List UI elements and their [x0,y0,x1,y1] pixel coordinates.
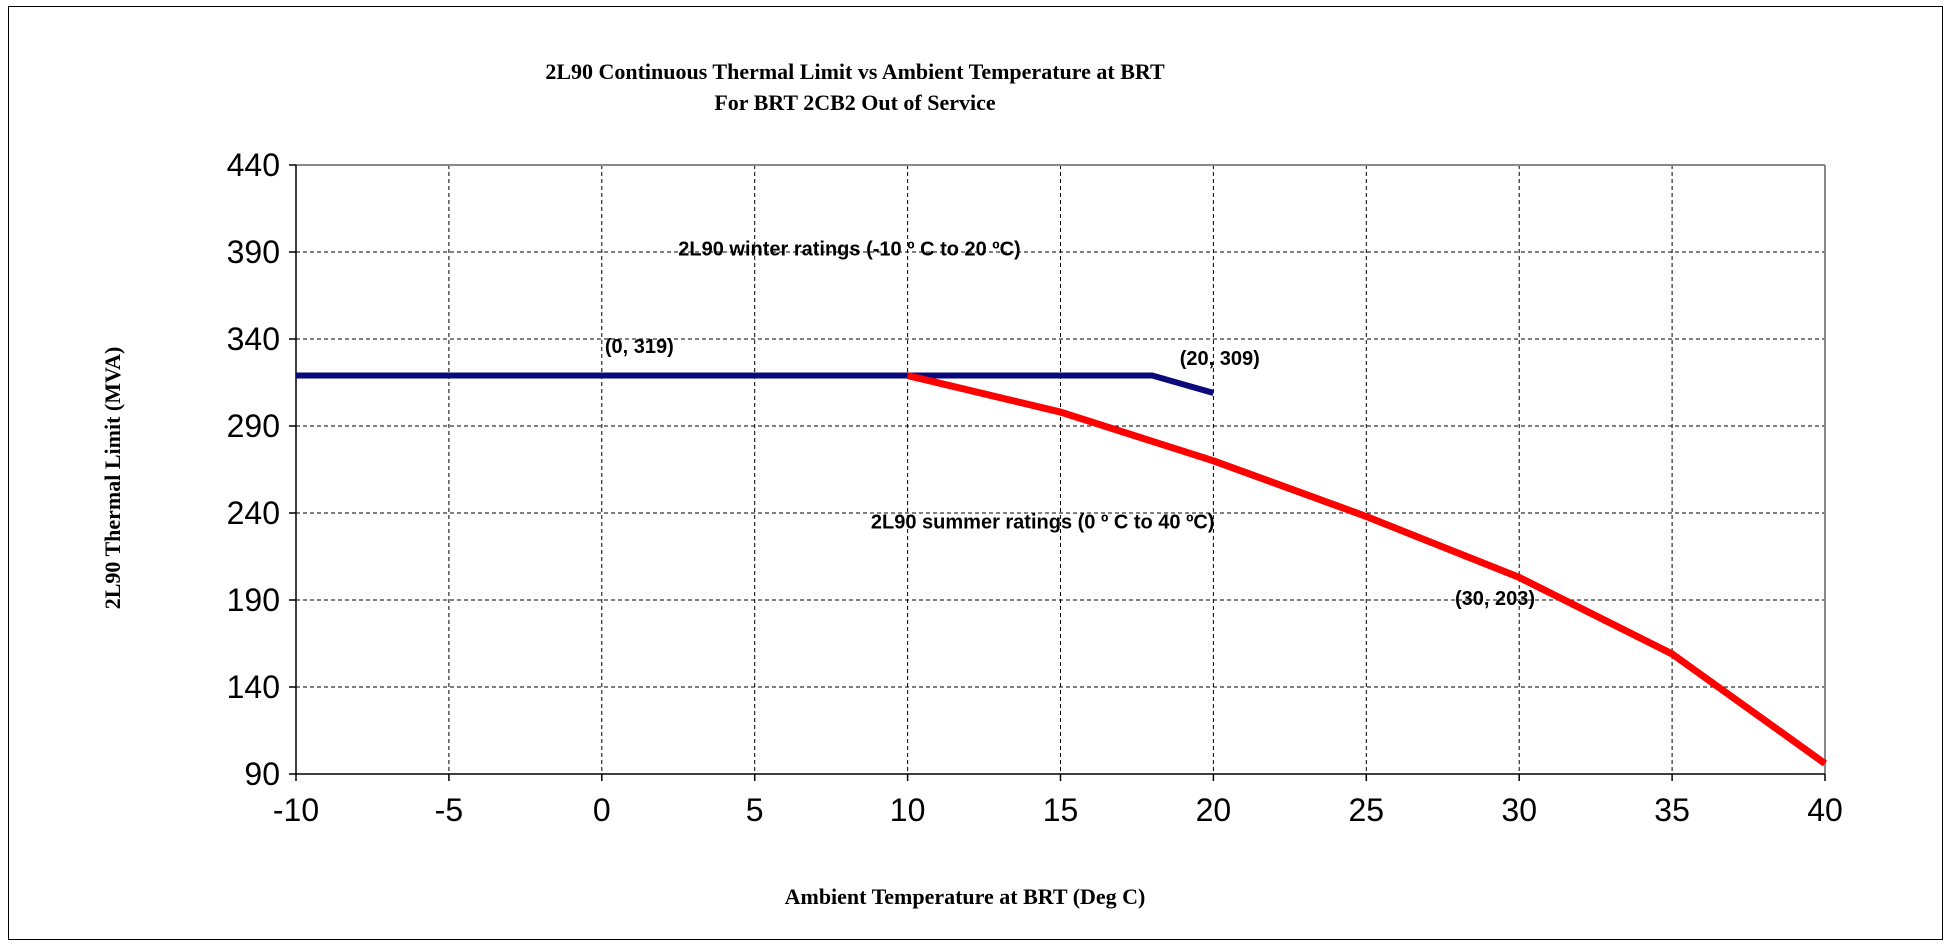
x-tick-label: 10 [890,792,926,828]
y-tick-label: 290 [227,408,280,444]
x-tick-label: 5 [746,792,764,828]
x-tick-label: 30 [1501,792,1537,828]
x-tick-labels: -10 -5 0 5 10 15 20 25 30 35 40 [273,792,1843,828]
x-axis-label: Ambient Temperature at BRT (Deg C) [785,884,1146,909]
x-tick-label: 40 [1807,792,1843,828]
annotation-label: (30, 203) [1455,588,1535,610]
x-tick-label: -10 [273,792,319,828]
x-tick-label: 20 [1196,792,1232,828]
annotation-label: (0, 319) [605,336,674,358]
y-tick-label: 240 [227,495,280,531]
chart-frame [8,6,1943,940]
annotation-label: 2L90 winter ratings (-10 º C to 20 ºC) [678,238,1020,260]
grid-lines [296,165,1825,774]
y-tick-label: 340 [227,321,280,357]
annotation-label: (20, 309) [1180,348,1260,370]
x-tick-label: 25 [1349,792,1385,828]
y-tick-label: 390 [227,234,280,270]
x-tick-label: 0 [593,792,611,828]
y-tick-labels: 90 140 190 240 290 340 390 440 [227,147,280,792]
y-tick-label: 140 [227,669,280,705]
annotations: 2L90 winter ratings (-10 º C to 20 ºC) (0… [605,238,1535,610]
series-line-2 [906,372,1828,767]
y-tick-label: 90 [244,756,280,792]
chart-title: 2L90 Continuous Thermal Limit vs Ambient… [545,59,1165,84]
x-tick-label: 35 [1654,792,1690,828]
annotation-label: 2L90 summer ratings (0 º C to 40 ºC) [871,512,1215,534]
series-lines [296,372,1828,767]
chart-subtitle: For BRT 2CB2 Out of Service [714,90,996,115]
y-tick-label: 190 [227,582,280,618]
x-tick-label: 15 [1043,792,1079,828]
y-tick-label: 440 [227,147,280,183]
y-axis-label: 2L90 Thermal Limit (MVA) [100,347,125,610]
x-tick-label: -5 [435,792,463,828]
axes [289,164,1826,781]
series-line-1 [296,372,1215,396]
